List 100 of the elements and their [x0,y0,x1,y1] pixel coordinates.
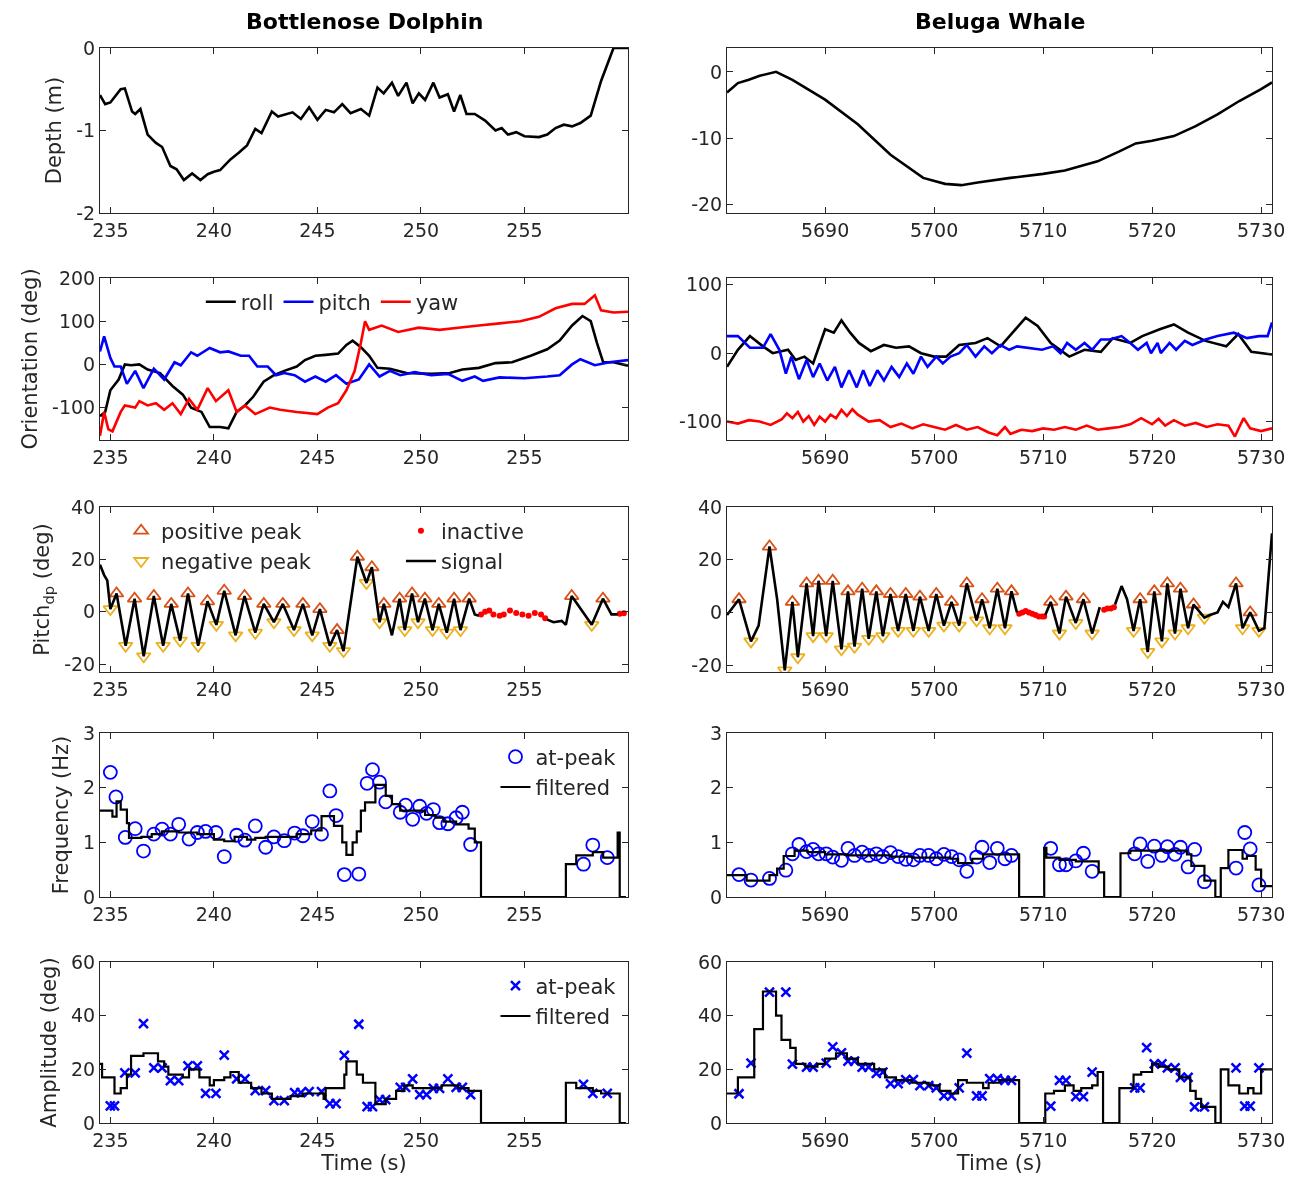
point [847,848,862,863]
x-tick-label: 245 [299,902,336,925]
x-tick-label: 5690 [800,677,850,700]
point [463,837,479,852]
point [102,764,118,780]
point [883,845,898,861]
point [1173,839,1188,855]
point [818,846,834,862]
x-tick-label: 255 [506,677,543,700]
point [1127,846,1143,862]
point [868,846,884,862]
y-tick-label: 3 [83,721,96,744]
x-tick-label: 5710 [1018,902,1068,925]
x-tick-label: 5730 [1236,218,1286,241]
point [1004,848,1019,863]
point [1253,1062,1265,1074]
point [440,816,456,832]
legend-label: filtered [535,1005,611,1030]
x-tick-label: 5730 [1236,677,1286,700]
point [295,828,311,844]
y-axis-title: Depth (m) [42,76,67,185]
point [351,866,367,882]
point [898,851,914,867]
x-tick-label: 5720 [1127,1128,1177,1151]
x-tick-label: 255 [506,902,543,925]
legend-label: roll [240,290,274,315]
point [314,826,329,842]
x-tick-label: 235 [92,677,129,700]
chart-title: Bottlenose Dolphin [246,9,484,34]
y-tick-label: -1 [76,119,96,142]
point [1140,854,1156,869]
x-tick-label: 5700 [909,677,959,700]
legend-label: filtered [535,776,611,801]
y-tick-label: -20 [691,653,723,676]
y-tick-label: -100 [679,410,723,433]
point [1228,860,1244,876]
y-tick-label: 60 [71,950,96,973]
x-tick-label: 5690 [800,1128,850,1151]
point [599,850,615,866]
y-tick-label: 3 [710,721,723,744]
x-tick-label: 245 [299,1128,336,1151]
point [229,827,245,843]
y-tick-label: 60 [698,950,723,973]
point [198,824,213,839]
point [216,849,232,864]
legend-label: negative peak [161,550,312,575]
point [208,825,224,840]
x-tick-label: 5700 [909,445,959,468]
point [780,986,792,998]
x-tick-label: 5690 [800,902,850,925]
point [944,849,959,864]
y-tick-label: 40 [71,1004,96,1027]
y-tick-label: 200 [58,266,96,289]
point [799,844,814,860]
point [840,840,856,856]
point [392,804,408,820]
point [1076,845,1091,861]
point [1084,863,1100,879]
point [585,837,601,853]
point [171,816,187,832]
legend-label: pitch [318,290,371,315]
y-tick-label: -20 [691,193,723,216]
legend-label: at-peak [535,974,617,999]
line-series [100,293,628,437]
y-tick-label: 0 [710,601,723,624]
point [146,826,162,842]
point [1187,842,1203,857]
x-tick-label: 255 [506,1128,543,1151]
y-tick-label: 0 [83,36,96,59]
point [304,814,320,829]
point [237,832,253,848]
point [1237,825,1253,840]
x-tick-label: 5710 [1018,445,1068,468]
point [454,804,470,820]
point [448,810,464,826]
x-tick-label: 255 [506,445,543,468]
point [805,842,821,857]
point [875,849,891,864]
x-tick-label: 5700 [909,218,959,241]
point [906,852,921,868]
x-tick-label: 5700 [909,1128,959,1151]
x-tick-label: 250 [402,1128,440,1151]
x-tick-label: 5730 [1236,1128,1286,1151]
x-tick-label: 5720 [1127,677,1177,700]
x-tick-label: 245 [299,677,336,700]
line-series [727,407,1272,438]
point [104,1100,117,1112]
point [1197,874,1212,890]
x-axis-title: Time (s) [955,1150,1043,1175]
point [189,825,205,840]
x-tick-label: 250 [402,677,440,700]
legend-label: signal [440,550,504,575]
point [365,762,380,778]
y-tick-label: 0 [83,600,96,623]
line-series [727,70,1272,187]
y-tick-label: 20 [698,1057,723,1080]
point [266,829,282,845]
line-series [100,335,628,390]
point [778,862,794,878]
point [136,843,151,859]
